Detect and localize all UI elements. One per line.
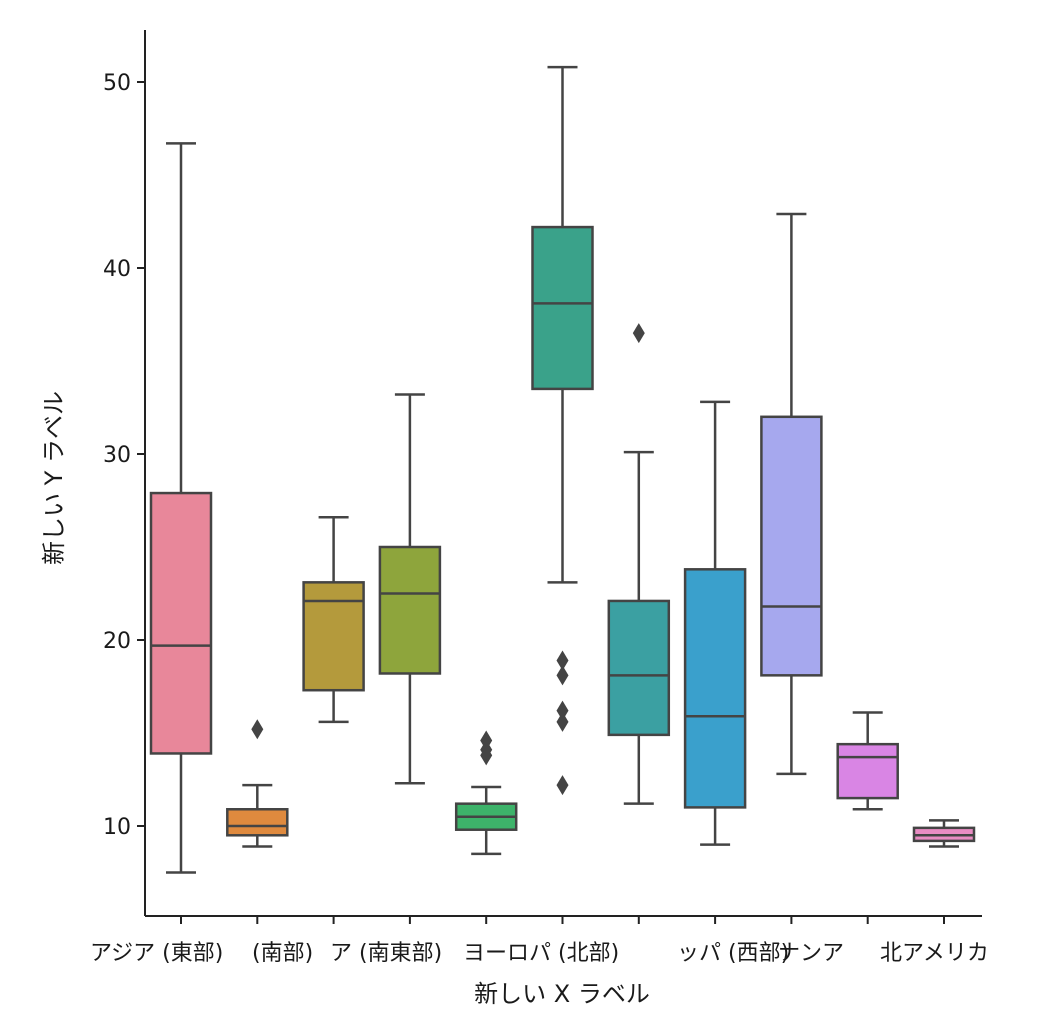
box-iqr	[760, 415, 823, 677]
box-iqr	[378, 545, 442, 675]
y-ticks: 10 20 30 40 50	[103, 71, 145, 840]
x-tick-label: 北アメリカ	[880, 941, 989, 966]
box-iqr	[683, 568, 747, 809]
outlier-point	[632, 323, 645, 344]
box-group	[302, 515, 365, 724]
x-axis-label: 新しい X ラベル	[474, 980, 650, 1008]
box-iqr	[836, 742, 899, 800]
x-tick-label: ア (南東部)	[330, 941, 442, 966]
outlier-point	[480, 730, 493, 751]
outlier-point	[556, 650, 569, 671]
box-group	[454, 730, 518, 856]
x-tick-label: (南部)	[252, 941, 313, 966]
x-tick-label: アジア (東部)	[90, 941, 223, 966]
box-group	[378, 393, 442, 785]
x-tick-label: ヨーロパ (北部)	[463, 941, 619, 966]
box-iqr	[531, 225, 594, 391]
outlier-point	[251, 719, 264, 740]
y-tick-label: 40	[103, 257, 131, 282]
box-group	[607, 323, 671, 805]
outlier-point	[556, 711, 569, 732]
x-tick-labels: アジア (東部) (南部) ア (南東部) ヨーロパ (北部) ッパ (西部) …	[90, 941, 989, 966]
y-tick-label: 50	[103, 71, 131, 96]
box-group	[912, 819, 976, 848]
box-iqr	[149, 491, 213, 755]
y-tick-label: 10	[103, 815, 131, 840]
box-group	[683, 400, 747, 846]
box-iqr	[607, 599, 671, 737]
box-iqr	[226, 808, 289, 837]
box-group	[836, 711, 899, 811]
outlier-point	[556, 700, 569, 721]
x-tick-label: ナンア	[778, 941, 844, 966]
box-group	[531, 65, 594, 796]
y-axis-label: 新しい Y ラベル	[40, 391, 68, 565]
outlier-point	[556, 665, 569, 686]
box-group	[149, 142, 213, 874]
y-tick-label: 20	[103, 629, 131, 654]
outlier-point	[556, 775, 569, 796]
x-ticks	[180, 916, 945, 924]
y-tick-label: 30	[103, 443, 131, 468]
box-group	[226, 719, 289, 848]
x-tick-label: ッパ (西部)	[677, 941, 789, 966]
box-group	[760, 212, 823, 776]
box-iqr	[302, 581, 365, 692]
boxes-layer	[149, 65, 976, 874]
